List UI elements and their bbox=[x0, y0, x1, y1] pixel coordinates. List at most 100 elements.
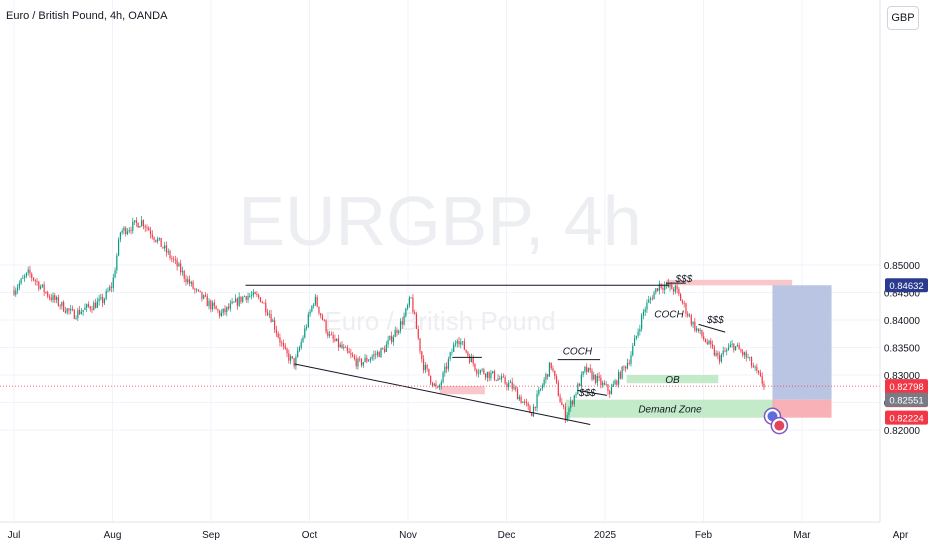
candle bbox=[224, 305, 226, 316]
candle-body bbox=[137, 222, 139, 228]
candle bbox=[291, 356, 293, 360]
candle bbox=[133, 220, 136, 225]
candle bbox=[187, 276, 189, 285]
candle-body bbox=[79, 309, 81, 315]
candle bbox=[550, 362, 552, 371]
candle-body bbox=[458, 341, 460, 345]
candle-body bbox=[720, 354, 723, 362]
x-tick-label: 2025 bbox=[594, 530, 617, 541]
candle bbox=[538, 386, 540, 397]
candle-body bbox=[600, 377, 602, 386]
candle-body bbox=[605, 384, 607, 386]
candle-body bbox=[472, 357, 474, 364]
candle-body bbox=[559, 396, 561, 403]
candle-body bbox=[298, 347, 301, 351]
candle bbox=[183, 269, 185, 283]
candle-body bbox=[206, 296, 208, 307]
candle bbox=[603, 380, 606, 386]
candle-body bbox=[178, 263, 180, 267]
candle-body bbox=[655, 288, 657, 293]
candle-body bbox=[474, 363, 476, 370]
candle-body bbox=[226, 306, 228, 313]
candle bbox=[717, 350, 719, 360]
candle bbox=[417, 325, 419, 341]
candle bbox=[242, 296, 244, 304]
candle bbox=[289, 354, 292, 365]
candle-body bbox=[158, 237, 160, 240]
candle bbox=[407, 303, 409, 311]
candle-body bbox=[70, 308, 72, 311]
candle-body bbox=[513, 387, 515, 389]
candle-body bbox=[68, 308, 70, 311]
candle-body bbox=[497, 378, 499, 381]
candle-body bbox=[500, 376, 503, 380]
candle bbox=[123, 226, 125, 235]
candle-body bbox=[488, 371, 490, 379]
candle-body bbox=[71, 308, 74, 311]
x-tick-label: Mar bbox=[793, 530, 811, 541]
candle bbox=[735, 346, 737, 351]
candle bbox=[119, 231, 121, 243]
candle bbox=[295, 354, 297, 371]
candle-body bbox=[504, 377, 506, 384]
candle bbox=[328, 330, 331, 339]
candle bbox=[635, 335, 637, 341]
candle-body bbox=[203, 295, 205, 299]
candle bbox=[690, 313, 692, 327]
candle bbox=[628, 359, 630, 366]
event-icon[interactable] bbox=[770, 416, 789, 435]
candle bbox=[678, 287, 680, 297]
candle-body bbox=[48, 296, 51, 298]
currency-button[interactable]: GBP bbox=[887, 6, 919, 30]
candle-body bbox=[736, 345, 738, 347]
candle bbox=[568, 406, 570, 420]
candle-body bbox=[598, 375, 600, 378]
candle bbox=[55, 295, 58, 304]
candle-body bbox=[291, 356, 293, 359]
candle-body bbox=[36, 281, 38, 283]
candle bbox=[75, 315, 77, 320]
candle-body bbox=[288, 353, 290, 361]
candle-body bbox=[383, 348, 386, 352]
candle bbox=[557, 379, 559, 397]
candle-body bbox=[336, 338, 338, 342]
candle bbox=[96, 297, 98, 309]
candle-body bbox=[680, 294, 682, 301]
candle-body bbox=[461, 341, 464, 343]
candle bbox=[639, 324, 641, 336]
candle bbox=[346, 344, 348, 354]
candle bbox=[508, 380, 510, 391]
candle-body bbox=[309, 311, 311, 315]
candle-body bbox=[289, 356, 292, 361]
candle bbox=[100, 293, 102, 301]
candle-body bbox=[274, 320, 276, 330]
candle-body bbox=[740, 349, 742, 352]
candle-body bbox=[47, 292, 49, 297]
candle bbox=[64, 306, 67, 314]
candle-body bbox=[307, 314, 309, 327]
candle-body bbox=[220, 312, 223, 316]
candle-body bbox=[405, 308, 407, 317]
candle-body bbox=[236, 298, 238, 306]
candle bbox=[612, 380, 614, 387]
candle-body bbox=[316, 296, 318, 307]
candle bbox=[243, 295, 246, 298]
candle-body bbox=[499, 378, 501, 380]
candle-body bbox=[240, 296, 242, 302]
candle-body bbox=[171, 258, 173, 259]
candle bbox=[102, 293, 104, 308]
candle bbox=[720, 353, 723, 364]
candle bbox=[176, 257, 178, 271]
candle-body bbox=[703, 336, 705, 340]
candle-body bbox=[149, 230, 152, 235]
candle-body bbox=[144, 226, 146, 228]
candle-body bbox=[39, 286, 42, 289]
candle-body bbox=[701, 329, 703, 337]
candle-body bbox=[444, 366, 446, 373]
candle bbox=[300, 338, 302, 350]
candle-body bbox=[594, 374, 597, 383]
candle bbox=[555, 373, 558, 385]
candle-body bbox=[694, 321, 696, 331]
candle-body bbox=[424, 364, 426, 371]
